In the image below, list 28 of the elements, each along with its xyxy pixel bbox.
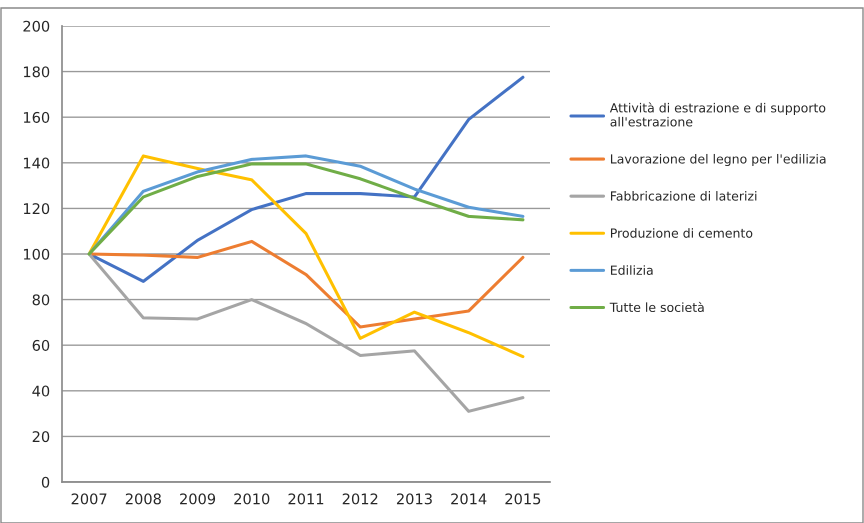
x-tick-label: 2007 [72,493,106,504]
y-tick-label: 120 [24,203,50,214]
y-tick-label: 100 [24,248,50,260]
y-tick-label: 160 [24,112,50,123]
legend-label: Tutte le società [610,302,704,312]
y-tick-label: 0 [42,476,50,488]
x-tick-label: 2011 [288,493,324,504]
x-tick-label: 2008 [126,493,161,504]
x-tick-label: 2015 [505,493,540,504]
y-tick-label: 60 [32,340,50,351]
x-tick-label: 2014 [451,493,486,504]
y-tick-label: 80 [32,294,50,306]
y-tick-label: 180 [24,66,50,78]
line-series [88,154,524,358]
x-tick-label: 2012 [342,493,378,504]
y-tick-label: 140 [24,158,50,169]
x-tick-label: 2013 [396,493,432,504]
legend-label: Edilizia [610,265,653,275]
legend-label: Fabbricazione di laterizi [610,191,756,201]
x-tick-label: 2010 [234,493,270,504]
y-tick-label: 20 [32,431,50,442]
legend-label: Produzione di cemento [610,228,752,238]
legend-label: Lavorazione del legno per l'edilizia [610,154,826,166]
y-tick-label: 200 [23,20,50,32]
x-tick-label: 2009 [180,493,216,504]
legend-label: Attività di estrazione e di supporto all'estrazione [610,102,826,127]
y-tick-label: 40 [32,386,50,397]
line-series [88,240,524,328]
